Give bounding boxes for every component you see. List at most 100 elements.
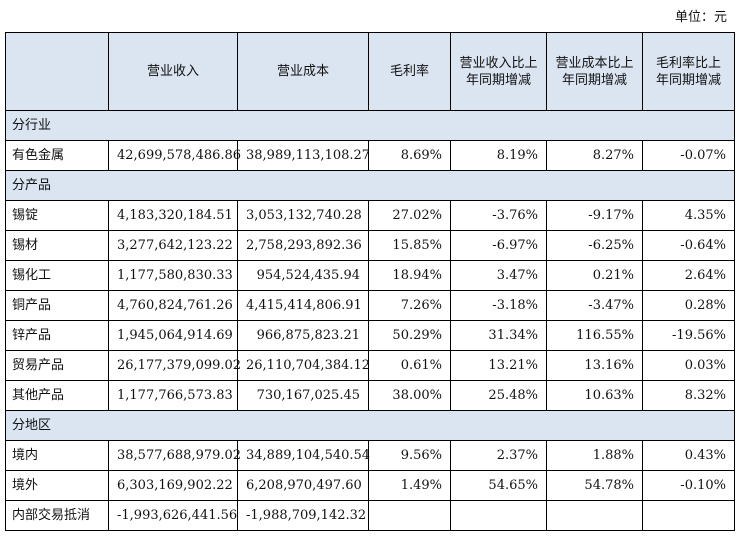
margin-change-cell: -0.64% xyxy=(642,230,735,261)
revenue-change-cell: -6.97% xyxy=(450,230,547,261)
cost-change-cell: 0.21% xyxy=(546,260,643,291)
table-row: 有色金属 42,699,578,486.86 38,989,113,108.27… xyxy=(5,140,735,171)
row-label: 内部交易抵消 xyxy=(5,500,109,531)
cost-cell: 4,415,414,806.91 xyxy=(237,290,369,321)
margin-change-cell: -0.10% xyxy=(642,470,735,501)
header-cost-change: 营业成本比上年同期增减 xyxy=(546,32,643,111)
revenue-cell: 42,699,578,486.86 xyxy=(108,140,241,171)
margin-change-cell: -0.07% xyxy=(642,140,735,171)
header-revenue: 营业收入 xyxy=(108,32,238,111)
margin-cell: 27.02% xyxy=(368,200,451,231)
cost-cell: 26,110,704,384.12 xyxy=(237,350,370,381)
table-row: 锌产品 1,945,064,914.69 966,875,823.21 50.2… xyxy=(5,320,735,351)
cost-change-cell: 116.55% xyxy=(546,320,643,351)
revenue-change-cell: 31.34% xyxy=(450,320,547,351)
revenue-change-cell: 8.19% xyxy=(450,140,547,171)
margin-change-cell: 0.03% xyxy=(642,350,735,381)
cost-change-cell: 13.16% xyxy=(546,350,643,381)
revenue-cell: 4,183,320,184.51 xyxy=(108,200,238,231)
margin-change-cell xyxy=(642,500,735,531)
margin-cell xyxy=(368,500,451,531)
cost-cell: 3,053,132,740.28 xyxy=(237,200,369,231)
header-cost: 营业成本 xyxy=(237,32,369,111)
revenue-breakdown-table: 营业收入 营业成本 毛利率 营业收入比上年同期增减 营业成本比上年同期增减 毛利… xyxy=(5,32,735,531)
revenue-cell: 3,277,642,123.22 xyxy=(108,230,238,261)
row-label: 境外 xyxy=(5,470,109,501)
section-label: 分地区 xyxy=(5,410,735,441)
header-blank xyxy=(5,32,109,111)
revenue-cell: -1,993,626,441.56 xyxy=(108,500,238,531)
cost-change-cell: 10.63% xyxy=(546,380,643,411)
table-row: 锡材 3,277,642,123.22 2,758,293,892.36 15.… xyxy=(5,230,735,261)
margin-change-cell: 4.35% xyxy=(642,200,735,231)
margin-cell: 7.26% xyxy=(368,290,451,321)
revenue-change-cell: 13.21% xyxy=(450,350,547,381)
cost-cell: -1,988,709,142.32 xyxy=(237,500,369,531)
revenue-cell: 4,760,824,761.26 xyxy=(108,290,238,321)
section-label: 分行业 xyxy=(5,110,735,141)
margin-cell: 8.69% xyxy=(368,140,451,171)
revenue-change-cell xyxy=(450,500,547,531)
revenue-change-cell: 54.65% xyxy=(450,470,547,501)
row-label: 锡锭 xyxy=(5,200,109,231)
cost-cell: 6,208,970,497.60 xyxy=(237,470,369,501)
revenue-cell: 1,945,064,914.69 xyxy=(108,320,238,351)
revenue-change-cell: 2.37% xyxy=(450,440,547,471)
table-row: 内部交易抵消 -1,993,626,441.56 -1,988,709,142.… xyxy=(5,500,735,531)
margin-cell: 9.56% xyxy=(368,440,451,471)
table-row: 境内 38,577,688,979.02 34,889,104,540.54 9… xyxy=(5,440,735,471)
margin-cell: 38.00% xyxy=(368,380,451,411)
row-label: 锌产品 xyxy=(5,320,109,351)
cost-change-cell: 1.88% xyxy=(546,440,643,471)
row-label: 其他产品 xyxy=(5,380,109,411)
table-row: 其他产品 1,177,766,573.83 730,167,025.45 38.… xyxy=(5,380,735,411)
table-row: 铜产品 4,760,824,761.26 4,415,414,806.91 7.… xyxy=(5,290,735,321)
revenue-cell: 1,177,580,830.33 xyxy=(108,260,238,291)
margin-cell: 18.94% xyxy=(368,260,451,291)
revenue-change-cell: 3.47% xyxy=(450,260,547,291)
cost-cell: 730,167,025.45 xyxy=(237,380,369,411)
revenue-cell: 38,577,688,979.02 xyxy=(108,440,241,471)
cost-cell: 34,889,104,540.54 xyxy=(237,440,370,471)
cost-cell: 2,758,293,892.36 xyxy=(237,230,369,261)
cost-cell: 954,524,435.94 xyxy=(237,260,369,291)
margin-cell: 15.85% xyxy=(368,230,451,261)
row-label: 有色金属 xyxy=(5,140,109,171)
row-label: 境内 xyxy=(5,440,109,471)
revenue-change-cell: -3.18% xyxy=(450,290,547,321)
revenue-change-cell: 25.48% xyxy=(450,380,547,411)
cost-change-cell: 54.78% xyxy=(546,470,643,501)
row-label: 锡化工 xyxy=(5,260,109,291)
cost-cell: 38,989,113,108.27 xyxy=(237,140,370,171)
header-row: 营业收入 营业成本 毛利率 营业收入比上年同期增减 营业成本比上年同期增减 毛利… xyxy=(5,32,735,111)
margin-change-cell: -19.56% xyxy=(642,320,735,351)
section-label: 分产品 xyxy=(5,170,735,201)
cost-change-cell: -3.47% xyxy=(546,290,643,321)
section-row-region: 分地区 xyxy=(5,410,735,441)
revenue-cell: 6,303,169,902.22 xyxy=(108,470,238,501)
cost-change-cell xyxy=(546,500,643,531)
margin-cell: 0.61% xyxy=(368,350,451,381)
margin-change-cell: 2.64% xyxy=(642,260,735,291)
margin-change-cell: 0.28% xyxy=(642,290,735,321)
row-label: 铜产品 xyxy=(5,290,109,321)
row-label: 贸易产品 xyxy=(5,350,109,381)
header-gross-margin: 毛利率 xyxy=(368,32,451,111)
header-margin-change: 毛利率比上年同期增减 xyxy=(642,32,735,111)
table-row: 锡锭 4,183,320,184.51 3,053,132,740.28 27.… xyxy=(5,200,735,231)
section-row-product: 分产品 xyxy=(5,170,735,201)
row-label: 锡材 xyxy=(5,230,109,261)
table-row: 锡化工 1,177,580,830.33 954,524,435.94 18.9… xyxy=(5,260,735,291)
margin-cell: 50.29% xyxy=(368,320,451,351)
cost-cell: 966,875,823.21 xyxy=(237,320,369,351)
header-revenue-change: 营业收入比上年同期增减 xyxy=(450,32,547,111)
section-row-industry: 分行业 xyxy=(5,110,735,141)
revenue-change-cell: -3.76% xyxy=(450,200,547,231)
cost-change-cell: -9.17% xyxy=(546,200,643,231)
margin-change-cell: 8.32% xyxy=(642,380,735,411)
margin-cell: 1.49% xyxy=(368,470,451,501)
revenue-cell: 1,177,766,573.83 xyxy=(108,380,238,411)
table-row: 贸易产品 26,177,379,099.02 26,110,704,384.12… xyxy=(5,350,735,381)
cost-change-cell: -6.25% xyxy=(546,230,643,261)
revenue-cell: 26,177,379,099.02 xyxy=(108,350,241,381)
